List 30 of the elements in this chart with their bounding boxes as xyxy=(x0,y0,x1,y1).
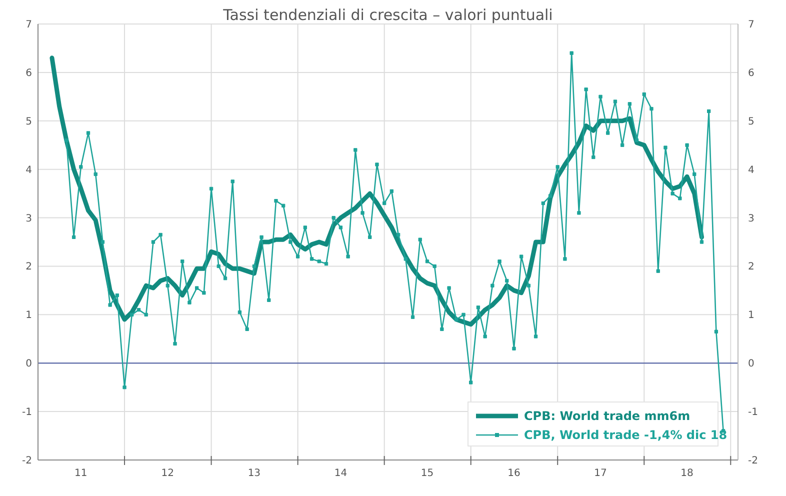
legend-label: CPB: World trade mm6m xyxy=(524,409,690,424)
y2-tick-label: 3 xyxy=(748,213,754,224)
y2-tick-label: 0 xyxy=(748,358,754,370)
y-tick-label: 6 xyxy=(26,68,32,79)
x-tick-label: 15 xyxy=(420,468,434,479)
x-tick-label: 14 xyxy=(334,468,348,479)
y-tick-label: -1 xyxy=(22,407,32,418)
y-tick-label: -2 xyxy=(22,456,32,466)
y2-tick-label: 6 xyxy=(748,68,754,79)
y2-tick-label: 7 xyxy=(748,20,754,30)
y2-tick-label: -2 xyxy=(748,456,758,466)
y2-tick-label: 4 xyxy=(748,164,754,176)
y-tick-label: 7 xyxy=(26,20,32,30)
x-tick-label: 13 xyxy=(248,468,261,479)
x-tick-label: 16 xyxy=(508,468,520,479)
y-tick-label: 4 xyxy=(26,164,32,176)
x-tick-label: 18 xyxy=(680,468,694,479)
y-tick-label: 3 xyxy=(26,213,32,224)
y-tick-label: 2 xyxy=(26,262,32,273)
y-tick-label: 1 xyxy=(26,310,32,322)
y-tick-label: 0 xyxy=(26,358,32,370)
x-tick-label: 17 xyxy=(594,468,607,479)
y2-tick-label: 1 xyxy=(748,310,754,322)
y2-tick-label: -1 xyxy=(748,407,758,418)
x-tick-label: 11 xyxy=(74,468,88,479)
y2-tick-label: 5 xyxy=(748,116,754,128)
x-tick-label: 12 xyxy=(161,468,174,479)
chart-title: Tassi tendenziali di crescita – valori puntuali xyxy=(222,6,553,24)
y2-tick-label: 2 xyxy=(748,262,754,273)
y-tick-label: 5 xyxy=(26,116,32,128)
